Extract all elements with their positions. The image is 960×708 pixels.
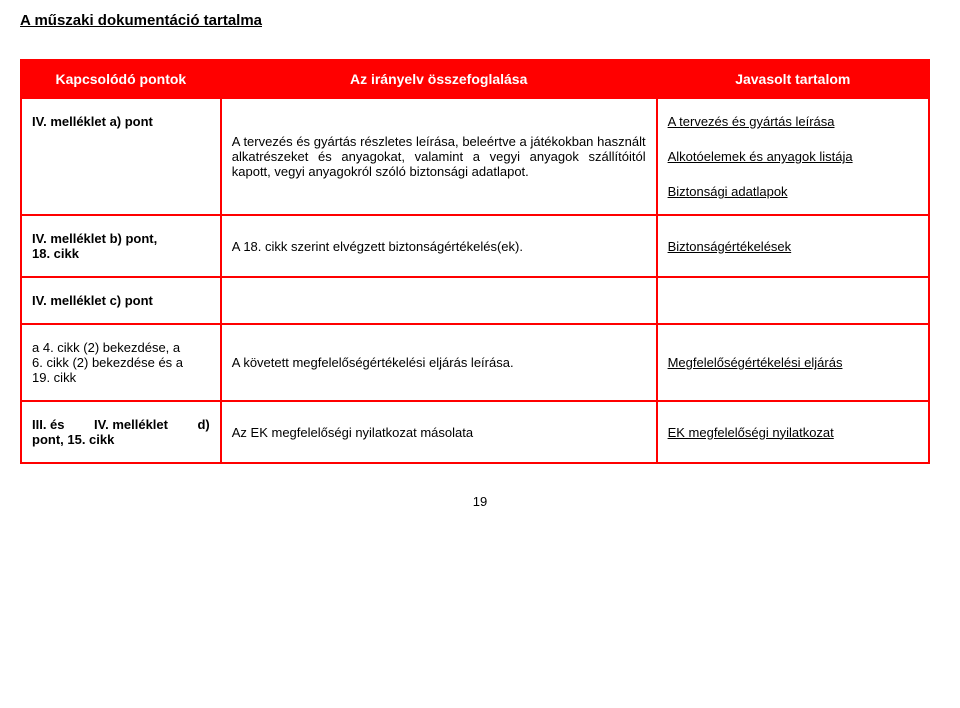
table-row: III. és IV. melléklet d) pont, 15. cikk … — [21, 401, 929, 463]
header-col2: Az irányelv összefoglalása — [221, 60, 657, 98]
cell-r4-c2: Az EK megfelelőségi nyilatkozat másolata — [221, 401, 657, 463]
page-title: A műszaki dokumentáció tartalma — [20, 12, 940, 29]
table-row: a 4. cikk (2) bekezdése, a 6. cikk (2) b… — [21, 324, 929, 401]
cell-r2-c3 — [657, 277, 929, 324]
cell-r1-c1-line2: 18. cikk — [32, 246, 210, 261]
cell-r3-c1-line3: 19. cikk — [32, 370, 210, 385]
header-col1: Kapcsolódó pontok — [21, 60, 221, 98]
cell-r3-c1: a 4. cikk (2) bekezdése, a 6. cikk (2) b… — [21, 324, 221, 401]
header-col3: Javasolt tartalom — [657, 60, 929, 98]
cell-r3-c3: Megfelelőségértékelési eljárás — [657, 324, 929, 401]
cell-r4-c1: III. és IV. melléklet d) pont, 15. cikk — [21, 401, 221, 463]
cell-r2-c2 — [221, 277, 657, 324]
cell-r4-c1-line1-c: d) — [197, 417, 209, 432]
cell-r0-c1: IV. melléklet a) pont — [21, 98, 221, 215]
link-ec-declaration[interactable]: EK megfelelőségi nyilatkozat — [668, 425, 834, 440]
link-safety-assessments[interactable]: Biztonságértékelések — [668, 239, 792, 254]
cell-r4-c1-line1-b: IV. melléklet — [94, 417, 168, 432]
cell-r4-c1-line1: III. és IV. melléklet d) — [32, 417, 210, 432]
table-row: IV. melléklet a) pont A tervezés és gyár… — [21, 98, 929, 215]
cell-r3-c1-line2: 6. cikk (2) bekezdése és a — [32, 355, 210, 370]
cell-r1-c1: IV. melléklet b) pont, 18. cikk — [21, 215, 221, 277]
cell-r0-c2: A tervezés és gyártás részletes leírása,… — [221, 98, 657, 215]
page-number: 19 — [20, 494, 940, 509]
table-header-row: Kapcsolódó pontok Az irányelv összefogla… — [21, 60, 929, 98]
link-design-desc[interactable]: A tervezés és gyártás leírása — [668, 114, 835, 129]
table-row: IV. melléklet b) pont, 18. cikk A 18. ci… — [21, 215, 929, 277]
table-row: IV. melléklet c) pont — [21, 277, 929, 324]
link-components-list[interactable]: Alkotóelemek és anyagok listája — [668, 149, 853, 164]
cell-r1-c2: A 18. cikk szerint elvégzett biztonságér… — [221, 215, 657, 277]
cell-r1-c1-line1: IV. melléklet b) pont, — [32, 231, 210, 246]
cell-r4-c3: EK megfelelőségi nyilatkozat — [657, 401, 929, 463]
cell-r3-c2: A követett megfelelőségértékelési eljárá… — [221, 324, 657, 401]
cell-r4-c1-line1-a: III. és — [32, 417, 65, 432]
cell-r1-c3: Biztonságértékelések — [657, 215, 929, 277]
cell-r0-c3: A tervezés és gyártás leírása Alkotóelem… — [657, 98, 929, 215]
cell-r3-c1-line1: a 4. cikk (2) bekezdése, a — [32, 340, 210, 355]
cell-r2-c1: IV. melléklet c) pont — [21, 277, 221, 324]
link-safety-datasheets[interactable]: Biztonsági adatlapok — [668, 184, 788, 199]
doc-contents-table: Kapcsolódó pontok Az irányelv összefogla… — [20, 59, 930, 464]
link-conformity-procedure[interactable]: Megfelelőségértékelési eljárás — [668, 355, 843, 370]
cell-r4-c1-line2: pont, 15. cikk — [32, 432, 210, 447]
